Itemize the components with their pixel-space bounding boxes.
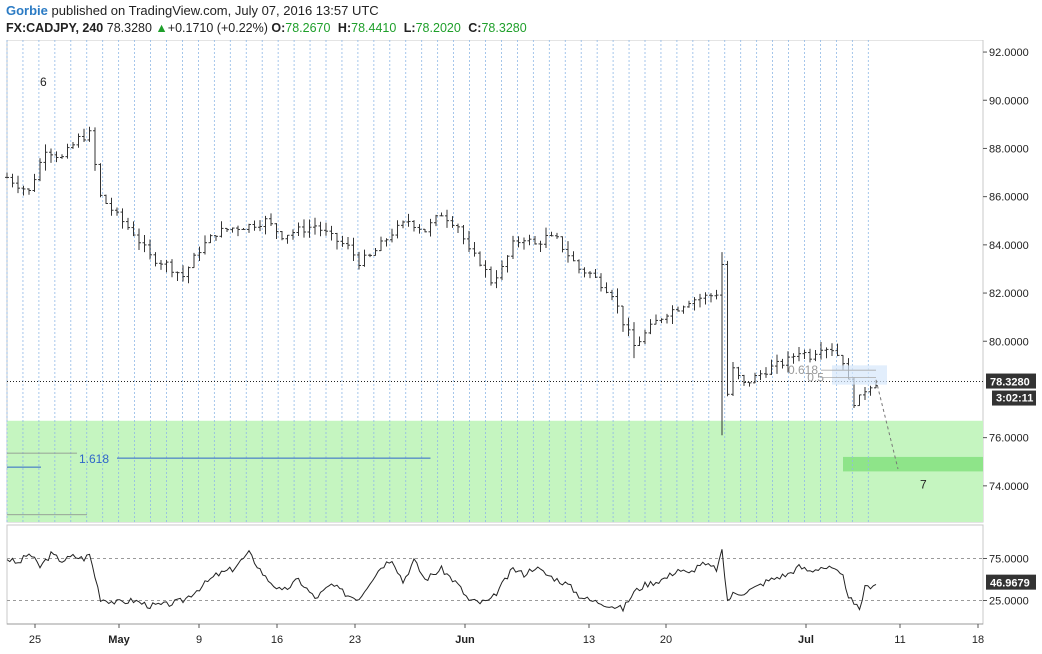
rsi-line [6, 549, 877, 613]
rsi-y-tick-label: 75.0000 [989, 554, 1029, 566]
close-label: C: [468, 21, 482, 35]
x-tick-label: 20 [660, 634, 672, 646]
x-tick-label: 25 [29, 634, 41, 646]
x-tick-label: 11 [894, 634, 905, 646]
low-value: 78.2020 [415, 21, 461, 35]
wave-label-7: 7 [920, 477, 927, 491]
x-tick-label: Jul [798, 634, 814, 646]
rsi-current-value: 46.9679 [990, 578, 1030, 590]
fib-05-label: 0.5 [807, 370, 824, 384]
rsi-y-tick-label: 25.0000 [989, 596, 1029, 608]
open-label: O: [271, 21, 286, 35]
price-bars [5, 126, 878, 436]
y-tick-label: 74.0000 [989, 481, 1029, 493]
vertical-guide-lines [6, 40, 869, 522]
y-tick-label: 82.0000 [989, 288, 1029, 300]
x-tick-label: 18 [972, 634, 984, 646]
publish-line: Gorbie published on TradingView.com, Jul… [6, 3, 379, 18]
rsi-pane [6, 524, 984, 625]
change-arrow-icon: ▲ [155, 21, 168, 35]
current-price-tag [986, 373, 1036, 389]
y-tick-label: 88.0000 [989, 143, 1029, 155]
ohlc-line: FX:CADJPY, 240 78.3280 ▲+0.1710 (+0.22%)… [6, 21, 531, 35]
published-text: published on TradingView.com, July 07, 2… [51, 3, 379, 18]
x-tick-label: 9 [196, 634, 202, 646]
symbol-label: FX:CADJPY, 240 [6, 21, 104, 35]
close-value: 78.3280 [481, 21, 527, 35]
author-name[interactable]: Gorbie [6, 3, 48, 18]
y-tick-label: 90.0000 [989, 95, 1029, 107]
x-tick-label: 16 [271, 634, 283, 646]
y-tick-label: 76.0000 [989, 433, 1029, 445]
target-zone [843, 456, 983, 472]
support-zone [7, 420, 983, 522]
current-price-value: 78.3280 [990, 377, 1030, 389]
y-tick-label: 86.0000 [989, 192, 1029, 204]
high-value: 78.4410 [351, 21, 397, 35]
x-tick-label: 13 [583, 634, 595, 646]
fib-0618-label: 0.618 [788, 363, 818, 377]
y-tick-label: 80.0000 [989, 336, 1029, 348]
open-value: 78.2670 [285, 21, 331, 35]
countdown-tag [992, 390, 1036, 406]
x-tick-label: Jun [455, 634, 475, 646]
x-tick-label: 23 [349, 634, 361, 646]
change-value: +0.1710 (+0.22%) [167, 21, 268, 35]
fib-retracement-box [832, 365, 887, 385]
high-label: H: [337, 21, 352, 35]
x-tick-label: May [108, 634, 130, 646]
low-label: L: [403, 21, 416, 35]
chart-header: Gorbie published on TradingView.com, Jul… [0, 0, 1042, 40]
rsi-value-tag [986, 574, 1036, 590]
wave-label-6: 6 [40, 75, 47, 89]
fib-1618-label: 1.618 [79, 452, 109, 466]
y-tick-label: 84.0000 [989, 240, 1029, 252]
y-tick-label: 92.0000 [989, 47, 1029, 59]
countdown-value: 3:02:11 [996, 393, 1033, 405]
last-price: 78.3280 [106, 21, 152, 35]
